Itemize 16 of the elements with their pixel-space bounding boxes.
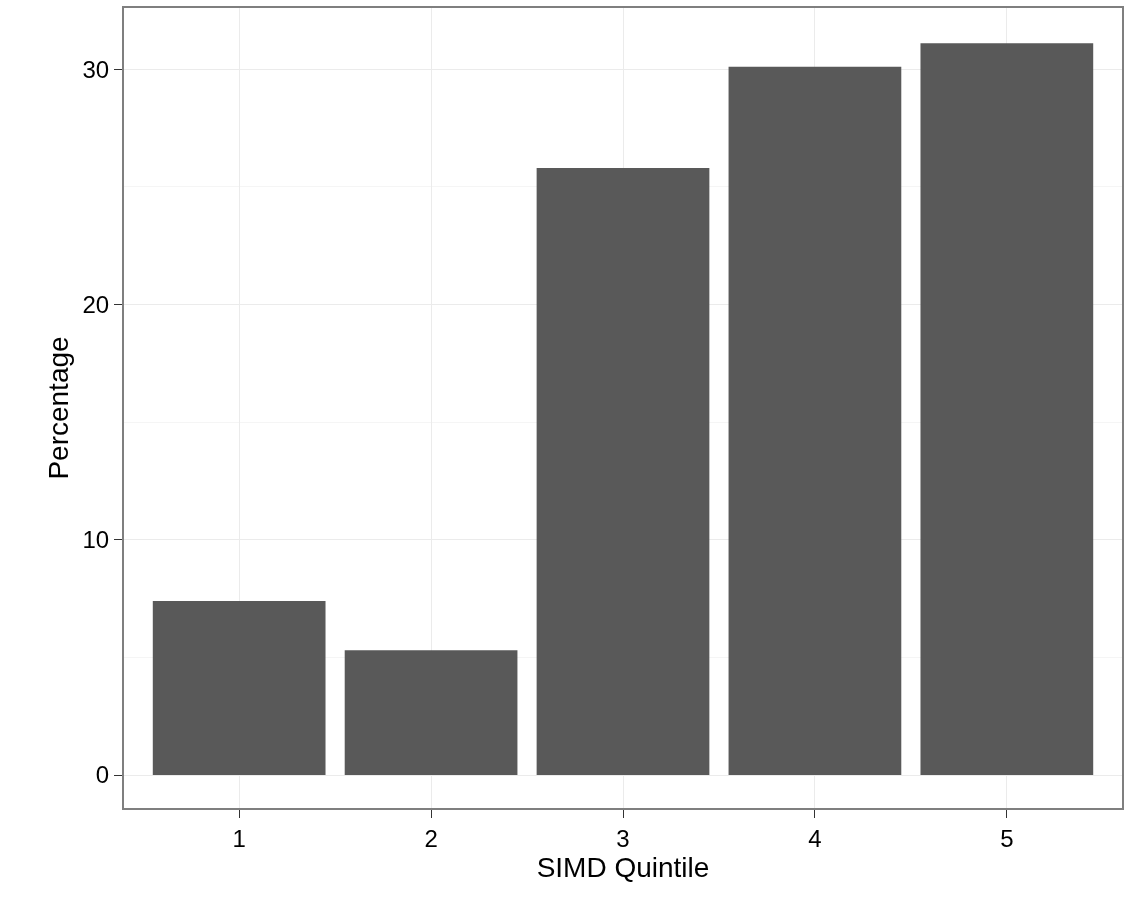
x-tick-label: 3	[616, 824, 630, 852]
x-tick-label: 2	[424, 824, 438, 852]
y-axis-title: Percentage	[42, 336, 74, 480]
y-tick-label: 10	[82, 526, 110, 554]
x-tick-label: 4	[808, 824, 822, 852]
bar	[536, 168, 710, 776]
bar	[728, 66, 902, 776]
bar	[152, 600, 326, 776]
bar	[344, 650, 518, 776]
bar	[920, 43, 1094, 776]
x-axis-title: SIMD Quintile	[536, 851, 710, 883]
y-tick-label: 30	[82, 55, 110, 83]
x-tick-label: 5	[1000, 824, 1014, 852]
y-tick-label: 20	[82, 290, 110, 318]
y-tick-label: 0	[95, 761, 110, 789]
x-tick-label: 1	[232, 824, 246, 852]
